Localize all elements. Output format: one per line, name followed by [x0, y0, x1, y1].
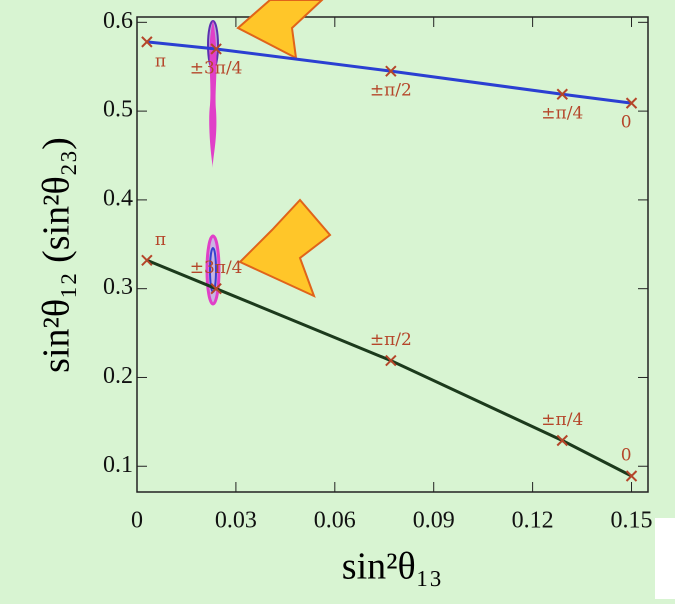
point-label: ±3π/4	[190, 58, 243, 78]
y-tick-label: 0.4	[103, 185, 133, 211]
point-label: ±π/4	[541, 410, 583, 430]
edge-patch	[655, 518, 675, 599]
arrows	[238, 0, 330, 296]
x-tick-label: 0.15	[611, 508, 653, 534]
point-label: ±π/2	[370, 81, 412, 101]
point-label: ±π/4	[541, 104, 583, 124]
y-tick-label: 0.6	[103, 8, 133, 34]
x-tick-label: 0.03	[215, 508, 257, 534]
point-label: 0	[621, 446, 632, 466]
x-tick-label: 0	[131, 508, 143, 534]
y-tick-label: 0.1	[103, 452, 133, 478]
y-tick-label: 0.5	[103, 97, 133, 123]
x-tick-label: 0.12	[512, 508, 554, 534]
page: {"chart_data": {"type": "line", "x_label…	[0, 0, 675, 599]
point-label: 0	[621, 113, 632, 133]
y-axis-label: sin²θ₁₂ (sin²θ₂₃)	[36, 137, 78, 373]
chart: sin²θ₁₃ sin²θ₁₂ (sin²θ₂₃) 0 0.03 0.06 0.09 0…	[0, 0, 675, 599]
point-marker	[627, 471, 637, 481]
point-label: ±π/2	[370, 330, 412, 350]
point-label: ±3π/4	[190, 258, 243, 278]
x-tick-label: 0.09	[413, 508, 455, 534]
point-label: π	[155, 51, 166, 71]
x-tick-label: 0.06	[314, 508, 356, 534]
point-label: π	[155, 230, 166, 250]
x-axis-label: sin²θ₁₃	[342, 546, 442, 588]
y-tick-label: 0.3	[103, 274, 133, 300]
y-tick-label: 0.2	[103, 363, 133, 389]
